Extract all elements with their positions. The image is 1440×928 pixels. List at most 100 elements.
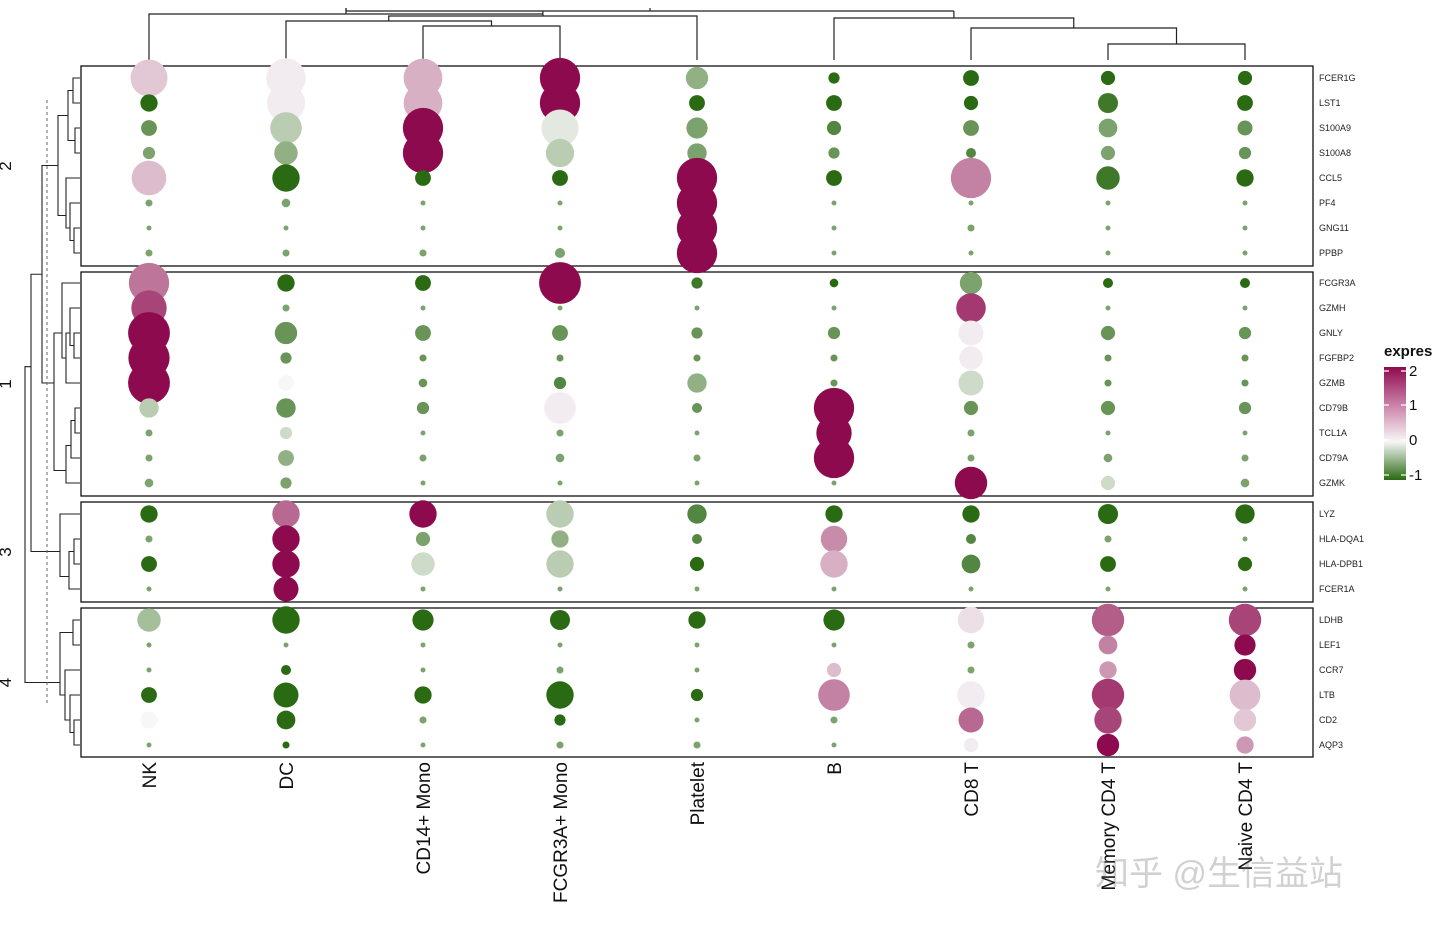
- gene-label: CD2: [1319, 715, 1337, 725]
- dot: [282, 304, 290, 312]
- dot: [694, 305, 700, 311]
- dot: [1237, 120, 1253, 136]
- dot: [144, 478, 154, 488]
- dot: [963, 70, 979, 86]
- dot: [1238, 401, 1252, 415]
- dot: [963, 120, 979, 136]
- dot: [831, 480, 837, 486]
- dot: [420, 642, 426, 648]
- dot: [282, 249, 290, 257]
- group-label: 2: [0, 161, 15, 170]
- dot: [419, 354, 427, 362]
- gene-label: LST1: [1319, 98, 1341, 108]
- dot: [1098, 118, 1118, 138]
- dot: [420, 586, 426, 592]
- dot: [950, 157, 992, 199]
- dot: [412, 609, 434, 631]
- dot: [1096, 733, 1120, 757]
- dot: [1105, 305, 1111, 311]
- dot: [830, 354, 838, 362]
- dot: [831, 305, 837, 311]
- dot: [688, 611, 706, 629]
- dot: [415, 531, 431, 547]
- dendrogram-branch: [68, 550, 80, 590]
- dot: [276, 398, 296, 418]
- dot: [552, 170, 568, 186]
- dot: [1104, 379, 1112, 387]
- dot: [967, 641, 975, 649]
- dot: [280, 352, 292, 364]
- dot: [544, 392, 576, 424]
- dot: [415, 275, 431, 291]
- dot: [1104, 535, 1112, 543]
- dot: [1242, 586, 1248, 592]
- gene-label: AQP3: [1319, 740, 1343, 750]
- dot: [1233, 708, 1257, 732]
- dot: [967, 429, 975, 437]
- dot: [539, 262, 581, 304]
- gene-label: FCER1G: [1319, 73, 1356, 83]
- dot: [694, 717, 700, 723]
- legend-tick-label: 0: [1409, 432, 1417, 449]
- gene-label: GZMH: [1319, 303, 1346, 313]
- dot: [283, 642, 289, 648]
- dot: [963, 737, 979, 753]
- dot: [1100, 400, 1116, 416]
- dot: [1105, 250, 1111, 256]
- dot: [420, 305, 426, 311]
- dot: [954, 466, 988, 500]
- dot: [278, 375, 294, 391]
- dot: [963, 400, 979, 416]
- dot: [825, 505, 843, 523]
- gene-label: CCL5: [1319, 173, 1342, 183]
- dot: [146, 742, 152, 748]
- dot: [1238, 326, 1252, 340]
- dot: [274, 321, 298, 345]
- dot: [1242, 225, 1248, 231]
- dot: [813, 437, 855, 479]
- dendrogram-branch: [833, 17, 1075, 60]
- dot: [128, 262, 170, 304]
- dot: [693, 454, 701, 462]
- cell-type-labels: NK DC CD14+ Mono FCGR3A+ Mono Platelet B CD8 T…: [140, 761, 1257, 903]
- dot: [1242, 430, 1248, 436]
- dot: [1100, 475, 1116, 491]
- dot: [557, 586, 563, 592]
- dot: [272, 550, 300, 578]
- dendrogram-branch: [73, 227, 80, 254]
- dot: [546, 500, 574, 528]
- dot: [1100, 325, 1116, 341]
- dot: [831, 742, 837, 748]
- dot: [557, 480, 563, 486]
- dot: [552, 325, 568, 341]
- dendrogram-branch: [41, 164, 58, 384]
- dot: [418, 378, 428, 388]
- dot: [831, 200, 837, 206]
- dot: [963, 95, 979, 111]
- dot: [828, 72, 840, 84]
- dot: [831, 642, 837, 648]
- dot: [557, 642, 563, 648]
- dot: [420, 742, 426, 748]
- dot: [546, 681, 574, 709]
- dot: [820, 550, 848, 578]
- dot: [690, 688, 704, 702]
- legend-tick-label: 2: [1409, 363, 1417, 380]
- dot: [689, 556, 705, 572]
- dot: [1236, 169, 1254, 187]
- dendrogram-branch: [72, 77, 80, 104]
- dot: [693, 354, 701, 362]
- dot: [826, 662, 842, 678]
- gene-label: PPBP: [1319, 248, 1343, 258]
- dot: [415, 325, 431, 341]
- dot: [556, 741, 564, 749]
- dot: [691, 327, 703, 339]
- dot: [283, 225, 289, 231]
- cell-type-label: FCGR3A+ Mono: [551, 762, 572, 903]
- dot: [966, 534, 976, 544]
- dot: [272, 606, 300, 634]
- dot: [420, 225, 426, 231]
- dot: [1105, 200, 1111, 206]
- dot: [272, 525, 300, 553]
